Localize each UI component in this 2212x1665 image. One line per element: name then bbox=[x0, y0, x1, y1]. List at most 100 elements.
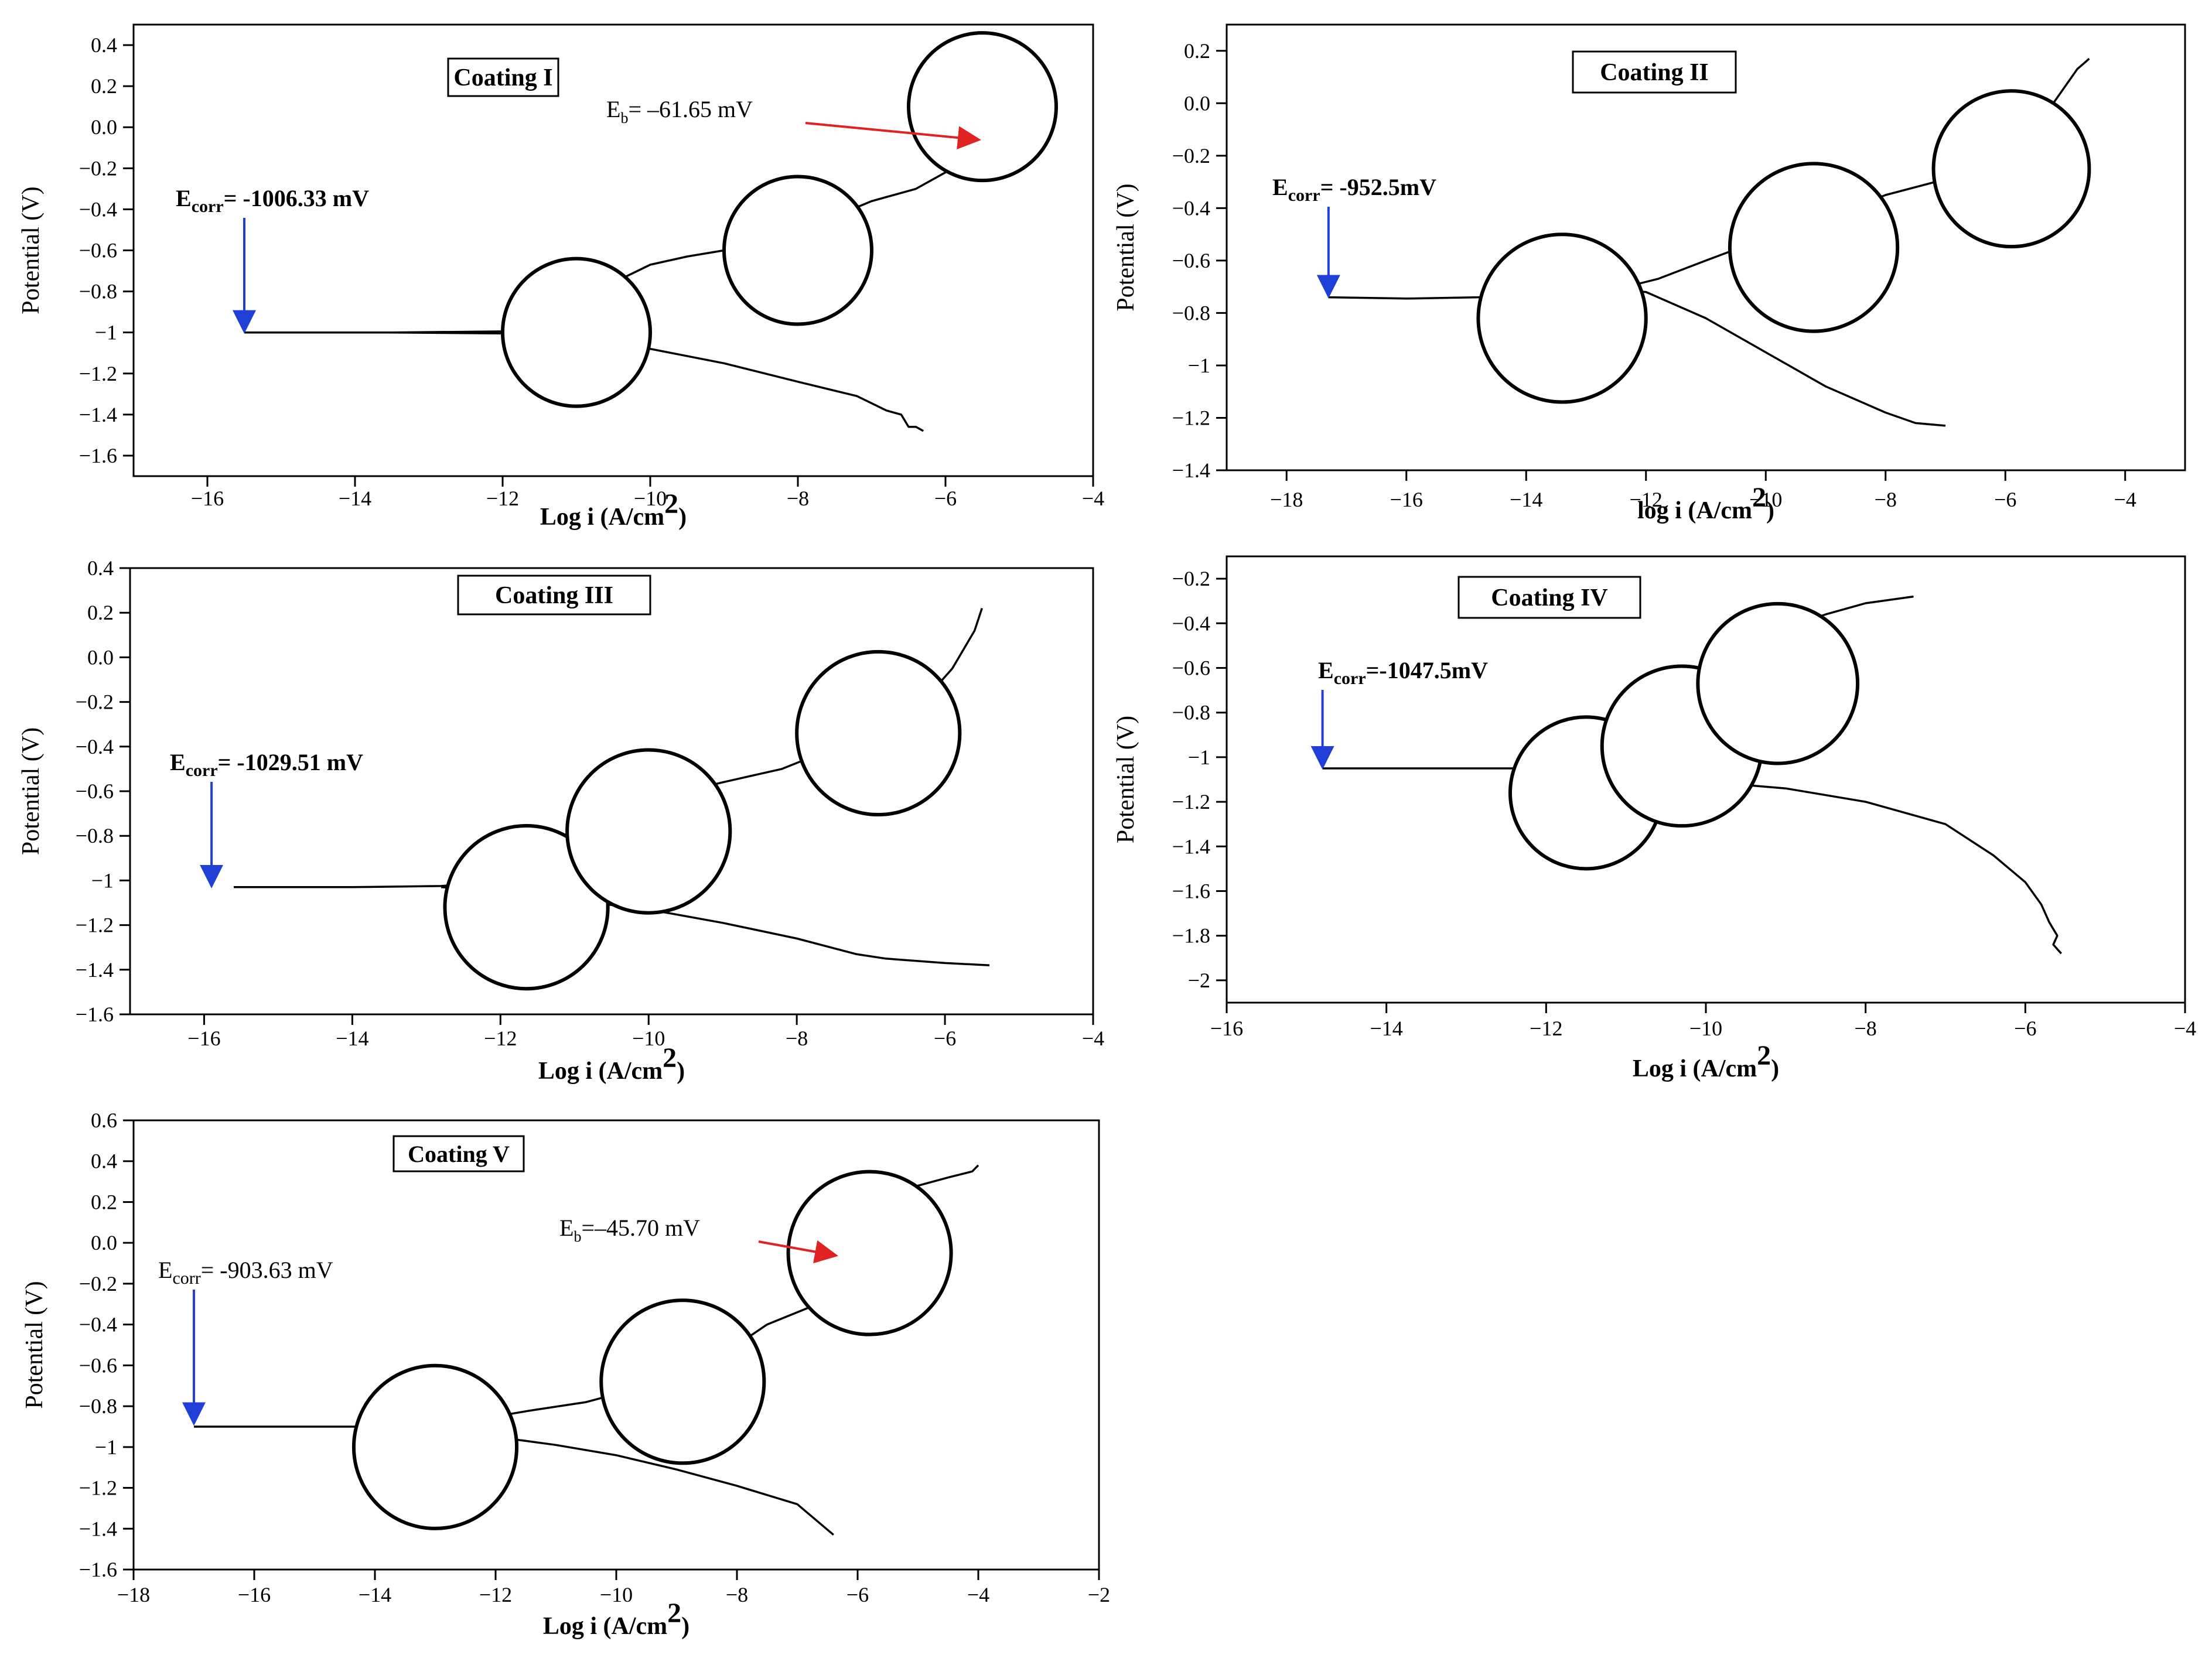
chart-title: Coating I bbox=[453, 64, 552, 91]
y-tick-label: −1.2 bbox=[76, 914, 114, 937]
ecorr-symbol: E bbox=[158, 1257, 172, 1283]
y-tick-label: −0.8 bbox=[76, 824, 114, 847]
y-tick-label: −0.6 bbox=[79, 239, 117, 262]
y-tick-label: −1.2 bbox=[79, 362, 117, 385]
title-box bbox=[457, 575, 651, 616]
x-tick-label: −4 bbox=[2114, 488, 2136, 511]
eb-subscript: b bbox=[620, 110, 628, 127]
ecorr-value: = -1029.51 mV bbox=[218, 749, 363, 775]
panel-5: −18 −16 −14 −12 −10 −8 −6 −4 −20.60.40.20.0−0.2−… bbox=[21, 1109, 1110, 1640]
x-tick-label: −16 bbox=[187, 1027, 220, 1050]
x-tick-label: −10 bbox=[1749, 488, 1782, 511]
y-tick-label: −0.4 bbox=[1172, 611, 1210, 635]
chart-title: Coating IV bbox=[1491, 584, 1608, 611]
y-tick-label: 0.2 bbox=[87, 601, 114, 624]
y-tick-label: −1.6 bbox=[79, 1558, 117, 1581]
chart-title: Coating II bbox=[1600, 59, 1709, 86]
y-tick-label: −1.8 bbox=[1172, 924, 1210, 948]
x-tick-label: −18 bbox=[1270, 488, 1303, 511]
x-axis-label-close: ) bbox=[677, 1058, 685, 1085]
x-tick-label: −14 bbox=[1510, 488, 1542, 511]
x-tick-label: −8 bbox=[786, 1027, 808, 1050]
x-tick-label: −12 bbox=[1530, 1017, 1562, 1040]
x-axis-label-sup: 2 bbox=[667, 1598, 681, 1629]
x-tick-label: −6 bbox=[846, 1583, 869, 1606]
x-tick-label: −4 bbox=[2174, 1017, 2196, 1040]
highlight-circle bbox=[907, 31, 1058, 183]
x-axis-label-main: Log i (A/cm bbox=[538, 1058, 663, 1085]
highlight-circle bbox=[1476, 233, 1648, 404]
y-tick-label: −0.8 bbox=[79, 1394, 117, 1418]
y-tick-label: −1.2 bbox=[79, 1476, 117, 1500]
y-tick-label: 0.2 bbox=[1184, 39, 1210, 63]
y-tick-label: −1.6 bbox=[79, 444, 117, 467]
y-tick-label: 0.0 bbox=[91, 115, 117, 139]
ecorr-subscript: corr bbox=[1334, 669, 1366, 688]
y-tick-label: 0.0 bbox=[91, 1231, 117, 1254]
x-tick-label: −8 bbox=[787, 487, 809, 510]
title-box bbox=[392, 1135, 525, 1172]
x-axis-label-sup: 2 bbox=[663, 1042, 677, 1073]
eb-subscript: b bbox=[574, 1228, 581, 1245]
y-tick-label: −0.6 bbox=[76, 779, 114, 803]
x-tick-label: −14 bbox=[336, 1027, 368, 1050]
x-tick-label: −18 bbox=[117, 1583, 150, 1606]
x-tick-label: −8 bbox=[726, 1583, 748, 1606]
highlight-circle bbox=[501, 257, 652, 408]
x-tick-label: −16 bbox=[1210, 1017, 1243, 1040]
x-tick-label: −10 bbox=[634, 487, 667, 510]
x-axis-label: Log i (A/cm2) bbox=[538, 1042, 685, 1085]
x-tick-label: −8 bbox=[1875, 488, 1897, 511]
x-tick-label: −16 bbox=[191, 487, 224, 510]
x-tick-label: −12 bbox=[484, 1027, 517, 1050]
y-tick-label: −0.6 bbox=[79, 1353, 117, 1377]
x-tick-label: −14 bbox=[339, 487, 371, 510]
plot-frame bbox=[1226, 23, 2186, 471]
highlight-circle bbox=[786, 1170, 953, 1336]
y-tick-label: −0.4 bbox=[76, 735, 114, 758]
y-axis-label: Potential (V) bbox=[1112, 716, 1139, 843]
y-tick-label: −1.2 bbox=[1172, 790, 1210, 813]
ecorr-annotation: Ecorr= -1029.51 mV bbox=[170, 749, 363, 780]
x-tick-label: −2 bbox=[1088, 1583, 1110, 1606]
x-axis-label-main: log i (A/cm bbox=[1637, 497, 1752, 524]
y-tick-label: −0.4 bbox=[79, 1313, 117, 1336]
highlight-circle bbox=[1931, 89, 2091, 249]
ecorr-subscript: corr bbox=[172, 1269, 200, 1288]
x-tick-label: −10 bbox=[600, 1583, 633, 1606]
eb-annotation: Eb= –61.65 mV bbox=[606, 96, 753, 127]
y-tick-label: −0.2 bbox=[1172, 144, 1210, 167]
x-axis-label-close: ) bbox=[681, 1613, 689, 1640]
x-tick-label: −8 bbox=[1855, 1017, 1877, 1040]
y-tick-label: −2 bbox=[1188, 969, 1210, 992]
x-axis-label-main: Log i (A/cm bbox=[543, 1613, 667, 1640]
y-tick-label: 0.0 bbox=[87, 645, 114, 669]
panel-3: −16 −14 −12 −10 −8 −6 −40.40.20.0−0.2−0.4−0.6−… bbox=[18, 556, 1104, 1085]
x-tick-label: −6 bbox=[934, 487, 957, 510]
ecorr-subscript: corr bbox=[186, 761, 218, 780]
x-tick-label: −14 bbox=[359, 1583, 391, 1606]
panel-2: −18 −16 −14 −12 −10 −8 −6 −40.20.0−0.2−0.4−0.6−… bbox=[1112, 23, 2186, 524]
x-axis-label: Log i (A/cm2) bbox=[1633, 1040, 1779, 1082]
y-tick-label: −1.2 bbox=[1172, 406, 1210, 429]
ecorr-symbol: E bbox=[1318, 657, 1334, 683]
y-tick-label: −0.8 bbox=[1172, 301, 1210, 324]
y-tick-label: −0.8 bbox=[1172, 701, 1210, 724]
y-axis-label: Potential (V) bbox=[1112, 183, 1139, 311]
ecorr-annotation: Ecorr=-1047.5mV bbox=[1318, 657, 1488, 688]
y-tick-label: −1 bbox=[95, 1435, 117, 1459]
x-tick-label: −12 bbox=[1630, 488, 1663, 511]
x-axis-label-close: ) bbox=[678, 504, 687, 531]
ecorr-symbol: E bbox=[170, 749, 186, 775]
x-axis-label-main: Log i (A/cm bbox=[1633, 1055, 1757, 1082]
x-tick-label: −12 bbox=[486, 487, 519, 510]
highlight-circle bbox=[599, 1298, 766, 1465]
x-axis-label-sup: 2 bbox=[1757, 1040, 1771, 1071]
ecorr-value: = -1006.33 mV bbox=[224, 185, 369, 211]
y-tick-label: 0.2 bbox=[91, 1190, 117, 1213]
y-tick-label: −0.4 bbox=[1172, 196, 1210, 220]
y-tick-label: 0.4 bbox=[91, 33, 117, 57]
y-tick-label: −1 bbox=[95, 321, 117, 344]
y-tick-label: −1 bbox=[1188, 354, 1210, 377]
